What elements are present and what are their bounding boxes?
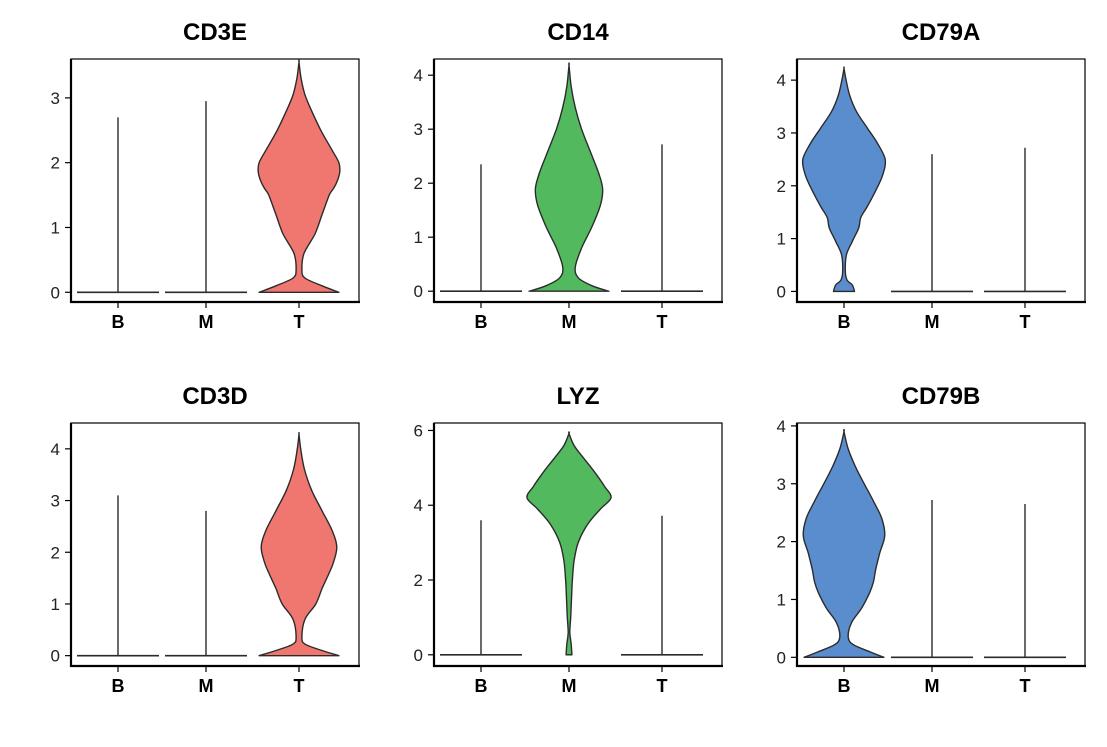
violin-t bbox=[258, 431, 340, 657]
violin-m bbox=[891, 154, 973, 293]
x-tick-label: T bbox=[657, 676, 668, 696]
y-tick-label: 3 bbox=[777, 475, 786, 494]
y-tick-label: 3 bbox=[51, 492, 60, 511]
violin-m bbox=[165, 510, 247, 657]
violin-b bbox=[77, 117, 159, 294]
y-tick-label: 4 bbox=[777, 417, 786, 436]
violin-m bbox=[165, 101, 247, 294]
panel-cd3e: CD3E B M T 0 1 2 3 bbox=[51, 19, 360, 332]
panel-cd79a: CD79A B M T 0 1 2 3 4 bbox=[777, 19, 1086, 332]
y-tick-label: 0 bbox=[414, 282, 423, 301]
y-tick-label: 4 bbox=[414, 496, 423, 515]
violin-body bbox=[526, 431, 612, 656]
panel-title: LYZ bbox=[556, 383, 599, 410]
y-tick-label: 0 bbox=[51, 647, 60, 666]
x-tick-label: B bbox=[112, 676, 125, 696]
violin-b bbox=[440, 520, 522, 656]
panel-cd14: CD14 B M T 0 1 2 3 4 bbox=[414, 19, 723, 332]
violin-m bbox=[528, 62, 610, 292]
x-tick-label: M bbox=[199, 312, 214, 332]
x-tick-label: B bbox=[475, 676, 488, 696]
x-tick-label: B bbox=[838, 312, 851, 332]
y-tick-label: 3 bbox=[414, 120, 423, 139]
x-tick-label: M bbox=[925, 676, 940, 696]
violin-body bbox=[528, 62, 610, 292]
panel-cd79b: CD79B B M T 0 1 2 3 4 bbox=[777, 383, 1086, 696]
panel-title: CD79A bbox=[902, 19, 981, 46]
y-tick-label: 0 bbox=[414, 646, 423, 665]
x-tick-label: M bbox=[925, 312, 940, 332]
y-tick-label: 2 bbox=[51, 543, 60, 562]
y-tick-label: 1 bbox=[51, 218, 60, 237]
y-tick-label: 3 bbox=[777, 124, 786, 143]
violin-body bbox=[801, 66, 887, 293]
panel-title: CD14 bbox=[547, 19, 609, 46]
violin-body bbox=[257, 59, 341, 293]
violin-body bbox=[802, 428, 886, 658]
x-tick-label: T bbox=[1020, 312, 1031, 332]
y-tick-label: 1 bbox=[51, 595, 60, 614]
violin-body bbox=[258, 431, 340, 657]
violin-m bbox=[891, 499, 973, 659]
x-tick-label: M bbox=[562, 676, 577, 696]
x-tick-label: M bbox=[199, 676, 214, 696]
violin-b bbox=[802, 428, 886, 658]
y-tick-label: 0 bbox=[51, 283, 60, 302]
x-tick-label: M bbox=[562, 312, 577, 332]
y-tick-label: 4 bbox=[777, 71, 786, 90]
violin-m bbox=[526, 431, 612, 656]
y-tick-label: 2 bbox=[414, 174, 423, 193]
panel-cd3d: CD3D B M T 0 1 2 3 4 bbox=[51, 383, 360, 696]
x-tick-label: B bbox=[112, 312, 125, 332]
y-tick-label: 1 bbox=[777, 230, 786, 249]
panel-title: CD3E bbox=[183, 19, 247, 46]
y-tick-label: 2 bbox=[777, 177, 786, 196]
y-tick-label: 4 bbox=[414, 66, 423, 85]
panel-title: CD3D bbox=[182, 383, 247, 410]
violin-t bbox=[621, 515, 703, 656]
x-tick-label: T bbox=[294, 676, 305, 696]
violin-b bbox=[801, 66, 887, 293]
panel-lyz: LYZ B M T 0 2 4 6 bbox=[414, 383, 723, 696]
y-tick-label: 1 bbox=[777, 590, 786, 609]
x-tick-label: B bbox=[475, 312, 488, 332]
y-tick-label: 0 bbox=[777, 282, 786, 301]
violin-b bbox=[77, 495, 159, 657]
y-tick-label: 4 bbox=[51, 440, 60, 459]
y-tick-label: 1 bbox=[414, 228, 423, 247]
y-tick-label: 2 bbox=[51, 154, 60, 173]
violin-t bbox=[257, 59, 341, 293]
violin-t bbox=[621, 144, 703, 293]
y-tick-label: 2 bbox=[414, 571, 423, 590]
y-tick-label: 6 bbox=[414, 421, 423, 440]
y-tick-label: 3 bbox=[51, 89, 60, 108]
x-tick-label: T bbox=[1020, 676, 1031, 696]
x-tick-label: B bbox=[838, 676, 851, 696]
x-tick-label: T bbox=[657, 312, 668, 332]
panel-title: CD79B bbox=[902, 383, 981, 410]
violin-t bbox=[984, 147, 1066, 293]
y-tick-label: 0 bbox=[777, 648, 786, 667]
violin-t bbox=[984, 504, 1066, 659]
violin-b bbox=[440, 164, 522, 293]
y-tick-label: 2 bbox=[777, 533, 786, 552]
x-tick-label: T bbox=[294, 312, 305, 332]
